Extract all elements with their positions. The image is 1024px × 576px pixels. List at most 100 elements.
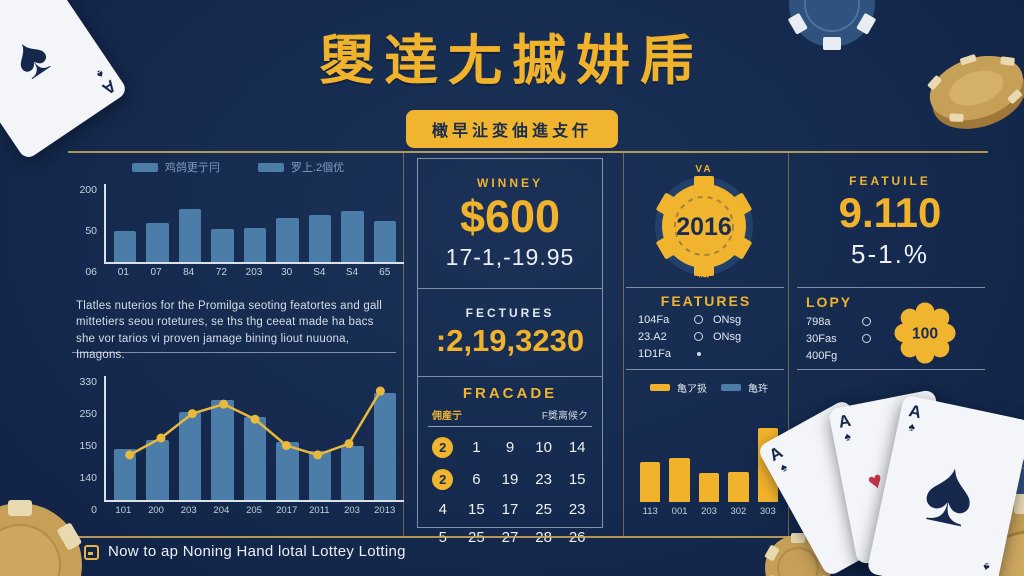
x-axis: 101 200 203 204 205 2017 2011 203 2013 [104, 502, 404, 516]
x-tick-label: 01 [117, 267, 129, 278]
bar [243, 227, 267, 262]
bar-chart-top-left: 鸡鸽更亍冃 罗上.2個优 200 50 06 01 07 84 72 203 30 S4 S4 65 [72, 160, 404, 278]
circle-icon [862, 317, 871, 326]
bar [211, 228, 234, 262]
table-cell: 2 [432, 469, 454, 490]
center-stats-panel: WINNEY $600 17-1,-19.95 FECTURES :2,19,3… [417, 158, 603, 546]
y-tick-label: 150 [79, 440, 97, 452]
table-cell: 1 [472, 439, 481, 456]
legend-item: 鸡鸽更亍冃 [131, 160, 220, 174]
y-tick-label: 06 [85, 266, 97, 278]
x-tick-label: 65 [379, 267, 391, 278]
x-axis: 01 07 84 72 203 30 S4 S4 65 [104, 264, 404, 278]
poker-chip-blue-top [788, 0, 876, 50]
chip-year-value: 2016 [676, 213, 732, 241]
plot-area [104, 376, 404, 502]
divider [418, 376, 602, 377]
bar [114, 230, 137, 262]
divider [72, 352, 396, 353]
list-value: ONsg [713, 330, 742, 343]
y-axis: 330 250 150 140 0 [72, 376, 104, 516]
x-tick-label: 302 [730, 506, 747, 517]
bar [243, 417, 267, 500]
ticket-icon [84, 545, 99, 560]
divider-vertical [623, 152, 624, 536]
circle-icon [862, 334, 871, 343]
legend-item: 罗上.2個优 [257, 160, 345, 174]
divider-footer [68, 536, 986, 538]
spade-pip-icon: ♠ [777, 459, 790, 476]
divider [797, 287, 985, 288]
table-cell: 15 [468, 501, 485, 518]
list-row: 104Fa ONsg [638, 311, 778, 328]
spade-pip-icon: ♠ [93, 66, 107, 83]
x-tick-label: 30 [281, 267, 293, 278]
stat-fectures: FECTURES :2,19,3230 [418, 288, 602, 376]
y-tick-label: 140 [79, 472, 97, 484]
bar [373, 221, 396, 262]
table-cell: 17 [501, 501, 519, 518]
bar [669, 457, 690, 502]
divider [428, 426, 592, 427]
legend-swatch [650, 383, 670, 391]
legend-item: 亀玝 [721, 380, 768, 395]
poster-subtitle: 橄早沚変伷進攴仠 [405, 110, 619, 148]
table-cell: 6 [472, 471, 481, 488]
divider-vertical [788, 152, 789, 536]
badge-value: 100 [912, 325, 938, 342]
card-corner-pip: A ♠ [975, 560, 993, 576]
bar [146, 223, 169, 262]
number-grid: 219101426192315415172523525272826 [426, 437, 594, 546]
line-point [219, 399, 229, 409]
poker-chip-gold-right [927, 54, 1024, 129]
x-tick-label: 203 [344, 505, 360, 516]
bar [276, 218, 299, 262]
x-tick-label: 203 [701, 506, 717, 517]
divider-vertical [403, 152, 404, 536]
x-tick-label: 001 [671, 506, 688, 517]
chart-legend: 亀ア扱 亀玝 [634, 380, 784, 395]
legend-label: 罗上.2個优 [290, 162, 345, 174]
stat-subvalue: 17-1,-19.95 [445, 243, 575, 270]
bar [373, 392, 396, 500]
list-value: 30Fas [806, 332, 837, 345]
line-point [125, 450, 135, 460]
x-tick-label: 2017 [276, 505, 298, 516]
x-tick-label: 203 [245, 267, 263, 278]
x-tick-label: 203 [180, 505, 197, 516]
score-badge: 100 [894, 302, 956, 364]
table-cell: 25 [535, 501, 552, 518]
divider-top [68, 151, 988, 153]
stat-winnings: WINNEY $600 17-1,-19.95 [418, 159, 602, 288]
line-point [156, 433, 166, 443]
card-corner-pip: A ♠ [905, 401, 923, 434]
table-cell: 2 [432, 437, 454, 458]
poster-title: 夓逹尢摵妌乕 [320, 31, 704, 91]
bar [728, 471, 749, 502]
table-cell: 19 [501, 471, 519, 488]
ticket-icon-detail [88, 552, 93, 555]
list-value: ONsg [713, 313, 742, 326]
card-corner-pip: A ♠ [766, 443, 791, 476]
y-tick-label: 0 [91, 504, 97, 516]
card-corner-pip: A ♠ [837, 411, 855, 444]
stat-label: FEATUILE [849, 174, 931, 189]
spade-pip-icon: ♠ [915, 437, 985, 548]
line-point [344, 439, 354, 449]
list-row: 23.A2 ONsg [638, 328, 778, 345]
lopy-title: LOPY [806, 294, 853, 310]
x-axis: 113 001 203 302 303 [634, 502, 784, 517]
year-chip: 2016 [655, 176, 753, 276]
x-tick-label: 204 [213, 505, 230, 516]
stat-value: $600 [459, 191, 561, 243]
list-row: 798a [806, 313, 914, 330]
table-cell: 23 [568, 501, 586, 518]
bar [308, 451, 332, 500]
line-point [375, 386, 385, 396]
list-value: 1D1Fa [638, 347, 672, 360]
x-tick-label: 205 [246, 505, 262, 516]
lopy-list: 798a 30Fas 400Fg [806, 313, 914, 364]
x-tick-label: 72 [215, 267, 227, 278]
list-row: 400Fg [806, 347, 914, 364]
y-tick-label: 250 [79, 408, 97, 420]
